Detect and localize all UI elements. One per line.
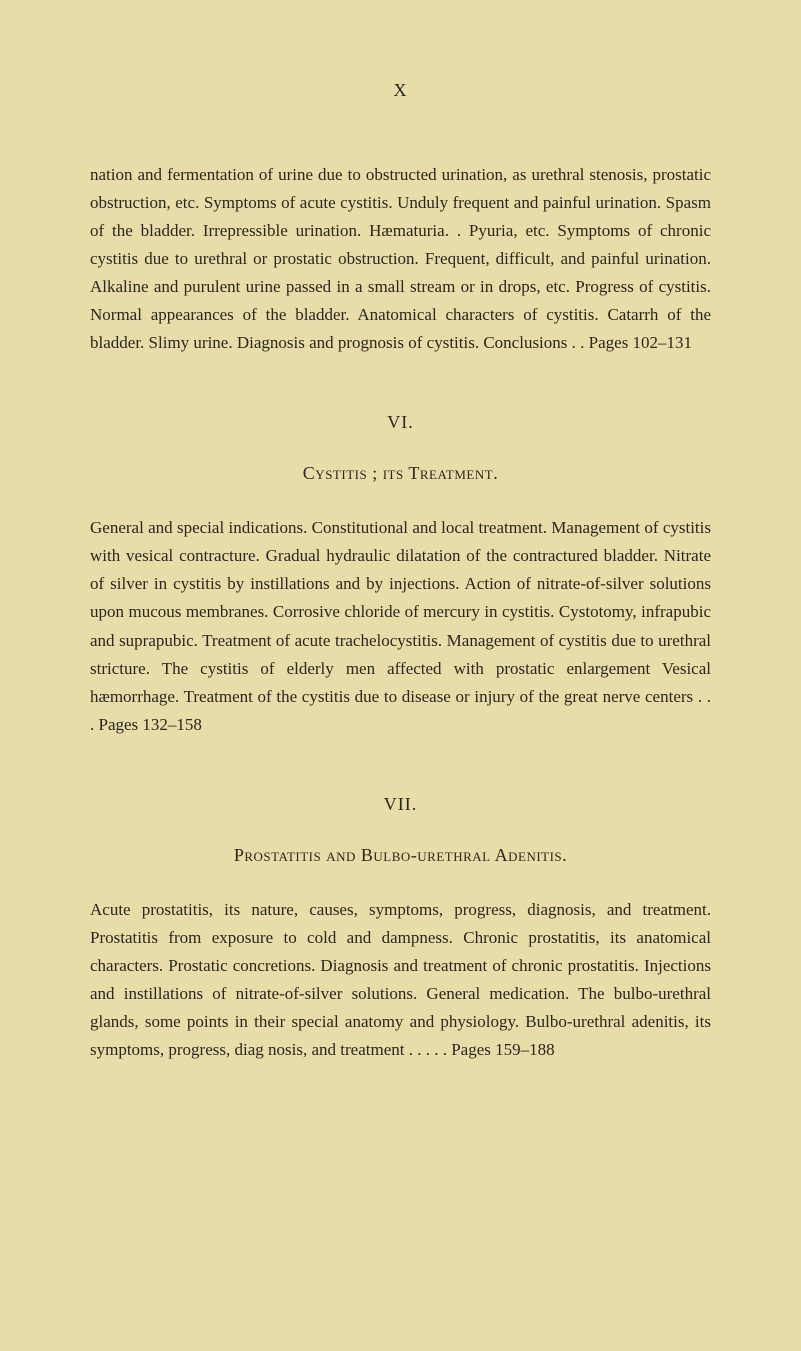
page-number: X <box>90 80 711 101</box>
section-vii: VII. Prostatitis and Bulbo-urethral Aden… <box>90 794 711 1064</box>
section-vi: VI. Cystitis ; its Treatment. General an… <box>90 412 711 738</box>
section-vii-text: Acute prostatitis, its nature, causes, s… <box>90 896 711 1064</box>
section-vi-number: VI. <box>90 412 711 433</box>
continuation-paragraph: nation and fermentation of urine due to … <box>90 161 711 357</box>
section-vii-number: VII. <box>90 794 711 815</box>
section-vii-title: Prostatitis and Bulbo-urethral Adenitis. <box>90 845 711 866</box>
section-vi-text: General and special indications. Constit… <box>90 514 711 738</box>
section-vi-title: Cystitis ; its Treatment. <box>90 463 711 484</box>
